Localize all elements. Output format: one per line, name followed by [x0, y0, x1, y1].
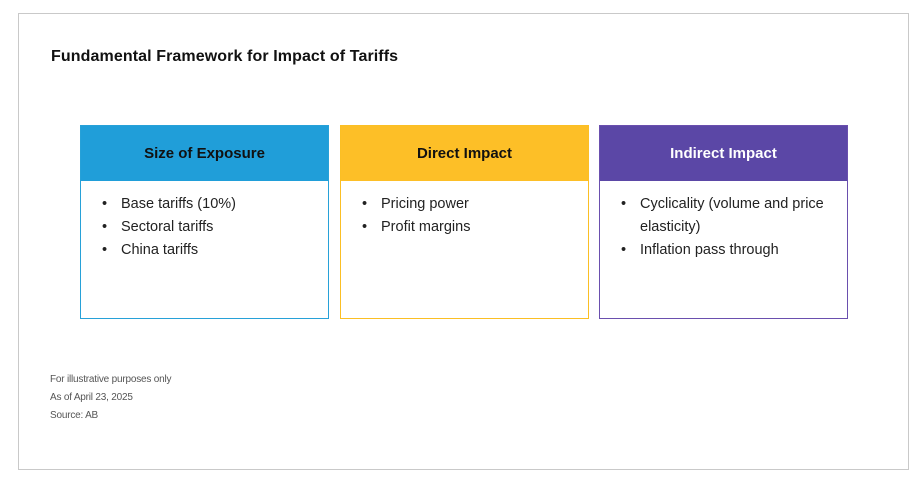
bullet-item: Profit margins	[361, 216, 574, 239]
card-header: Size of Exposure	[81, 126, 328, 181]
card-body: Cyclicality (volume and price elasticity…	[600, 181, 847, 262]
bullet-item: Pricing power	[361, 193, 574, 216]
bullet-list: Pricing power Profit margins	[361, 193, 574, 239]
card-body: Base tariffs (10%) Sectoral tariffs Chin…	[81, 181, 328, 262]
card-indirect-impact: Indirect Impact Cyclicality (volume and …	[599, 125, 848, 319]
bullet-item: Inflation pass through	[620, 239, 833, 262]
diagram-title: Fundamental Framework for Impact of Tari…	[51, 48, 399, 65]
card-header: Direct Impact	[341, 126, 588, 181]
card-size-of-exposure: Size of Exposure Base tariffs (10%) Sect…	[80, 125, 329, 319]
bullet-list: Cyclicality (volume and price elasticity…	[620, 193, 833, 262]
card-body: Pricing power Profit margins	[341, 181, 588, 239]
bullet-item: Base tariffs (10%)	[101, 193, 314, 216]
diagram-frame: Fundamental Framework for Impact of Tari…	[18, 13, 909, 470]
card-header: Indirect Impact	[600, 126, 847, 181]
source-note: Source: AB	[50, 410, 99, 421]
card-direct-impact: Direct Impact Pricing power Profit margi…	[340, 125, 589, 319]
disclaimer-note: For illustrative purposes only	[50, 374, 172, 385]
bullet-item: Cyclicality (volume and price elasticity…	[620, 193, 833, 239]
bullet-list: Base tariffs (10%) Sectoral tariffs Chin…	[101, 193, 314, 262]
footnotes: For illustrative purposes only As of Apr…	[50, 371, 171, 425]
bullet-item: China tariffs	[101, 239, 314, 262]
date-note: As of April 23, 2025	[50, 392, 133, 403]
bullet-item: Sectoral tariffs	[101, 216, 314, 239]
